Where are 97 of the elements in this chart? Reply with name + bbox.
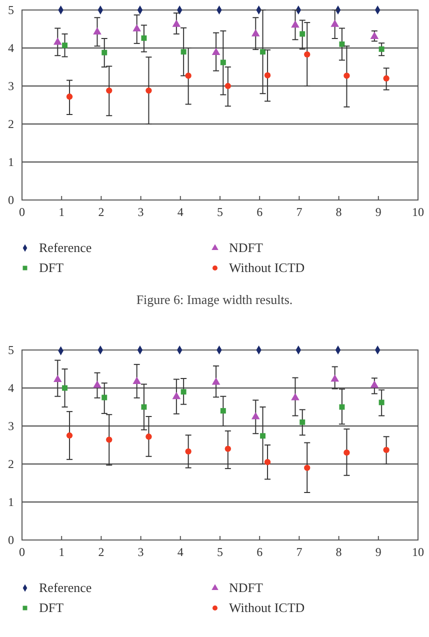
point	[224, 82, 232, 90]
point	[172, 392, 181, 400]
x-tick-label: 7	[296, 545, 302, 559]
point	[251, 29, 260, 36]
point	[264, 72, 271, 78]
point	[212, 48, 220, 55]
point	[146, 87, 152, 94]
caption: Figure 6: Image width results.	[136, 292, 293, 307]
point	[53, 374, 62, 382]
y-tick-label: 0	[8, 533, 14, 547]
x-tick-label: 5	[217, 545, 223, 559]
x-tick-label: 4	[177, 205, 184, 219]
x-tick-label: 2	[98, 205, 104, 219]
x-tick-label: 8	[336, 205, 342, 219]
x-tick-label: 0	[19, 545, 25, 559]
y-tick-label: 4	[8, 381, 14, 395]
point	[53, 37, 62, 45]
point	[141, 404, 147, 410]
point	[132, 376, 141, 384]
y-tick-label: 1	[8, 155, 14, 169]
point	[383, 75, 390, 82]
point	[370, 32, 379, 40]
y-tick-label: 0	[8, 193, 14, 207]
point	[106, 87, 112, 94]
y-tick-label: 4	[8, 41, 14, 55]
point	[291, 393, 300, 400]
point	[62, 42, 68, 48]
point	[339, 41, 345, 47]
point	[220, 408, 226, 414]
legend-label: NDFT	[229, 580, 264, 595]
point	[132, 24, 141, 32]
x-tick-label: 1	[58, 545, 65, 559]
point	[106, 436, 112, 443]
point	[291, 20, 300, 28]
point	[212, 377, 220, 385]
point	[185, 448, 192, 455]
point	[304, 51, 310, 58]
point	[66, 432, 73, 439]
y-tick-label: 5	[8, 343, 14, 357]
point	[102, 50, 108, 56]
y-tick-label: 5	[8, 3, 14, 17]
y-tick-label: 3	[8, 419, 14, 433]
point	[180, 49, 186, 55]
point	[251, 412, 260, 420]
x-tick-label: 3	[138, 545, 144, 559]
point	[300, 31, 306, 37]
x-tick-label: 4	[177, 545, 184, 559]
point	[304, 464, 310, 471]
legend-label: Reference	[39, 240, 92, 255]
point	[378, 46, 384, 52]
x-tick-label: 2	[98, 545, 104, 559]
x-tick-label: 6	[256, 545, 263, 559]
y-tick-label: 2	[8, 457, 14, 471]
point	[383, 446, 390, 454]
point	[344, 450, 350, 456]
point	[260, 49, 266, 55]
point	[330, 374, 339, 382]
point	[102, 394, 108, 400]
y-tick-label: 1	[8, 495, 14, 509]
x-tick-label: 7	[296, 205, 302, 219]
point	[93, 27, 102, 34]
point	[264, 459, 271, 466]
point	[370, 380, 379, 388]
x-tick-label: 9	[375, 545, 382, 559]
x-tick-label: 6	[256, 205, 263, 219]
point	[141, 35, 147, 41]
point	[62, 385, 68, 391]
point	[180, 389, 186, 395]
x-tick-label: 1	[58, 205, 65, 219]
x-tick-label: 10	[412, 545, 424, 559]
legend-label: DFT	[39, 260, 64, 275]
x-tick-label: 9	[375, 205, 382, 219]
legend-label: Without ICTD	[229, 260, 305, 275]
point	[330, 20, 339, 27]
point	[185, 72, 192, 79]
legend-label: Reference	[39, 580, 92, 595]
point	[146, 434, 152, 440]
point	[378, 400, 384, 406]
point	[260, 433, 266, 439]
legend-label: NDFT	[229, 240, 264, 255]
x-tick-label: 0	[19, 205, 25, 219]
point	[66, 94, 73, 100]
point	[344, 72, 350, 79]
point	[93, 380, 102, 388]
x-tick-label: 8	[336, 545, 342, 559]
point	[220, 60, 226, 66]
x-tick-label: 5	[217, 205, 223, 219]
x-tick-label: 10	[412, 205, 424, 219]
y-tick-label: 2	[8, 117, 14, 131]
point	[339, 404, 345, 410]
x-tick-label: 3	[138, 205, 144, 219]
legend-label: DFT	[39, 600, 64, 615]
legend-label: Without ICTD	[229, 600, 305, 615]
point	[224, 446, 232, 452]
y-tick-label: 3	[8, 79, 14, 93]
point	[172, 20, 181, 27]
point	[300, 419, 306, 425]
